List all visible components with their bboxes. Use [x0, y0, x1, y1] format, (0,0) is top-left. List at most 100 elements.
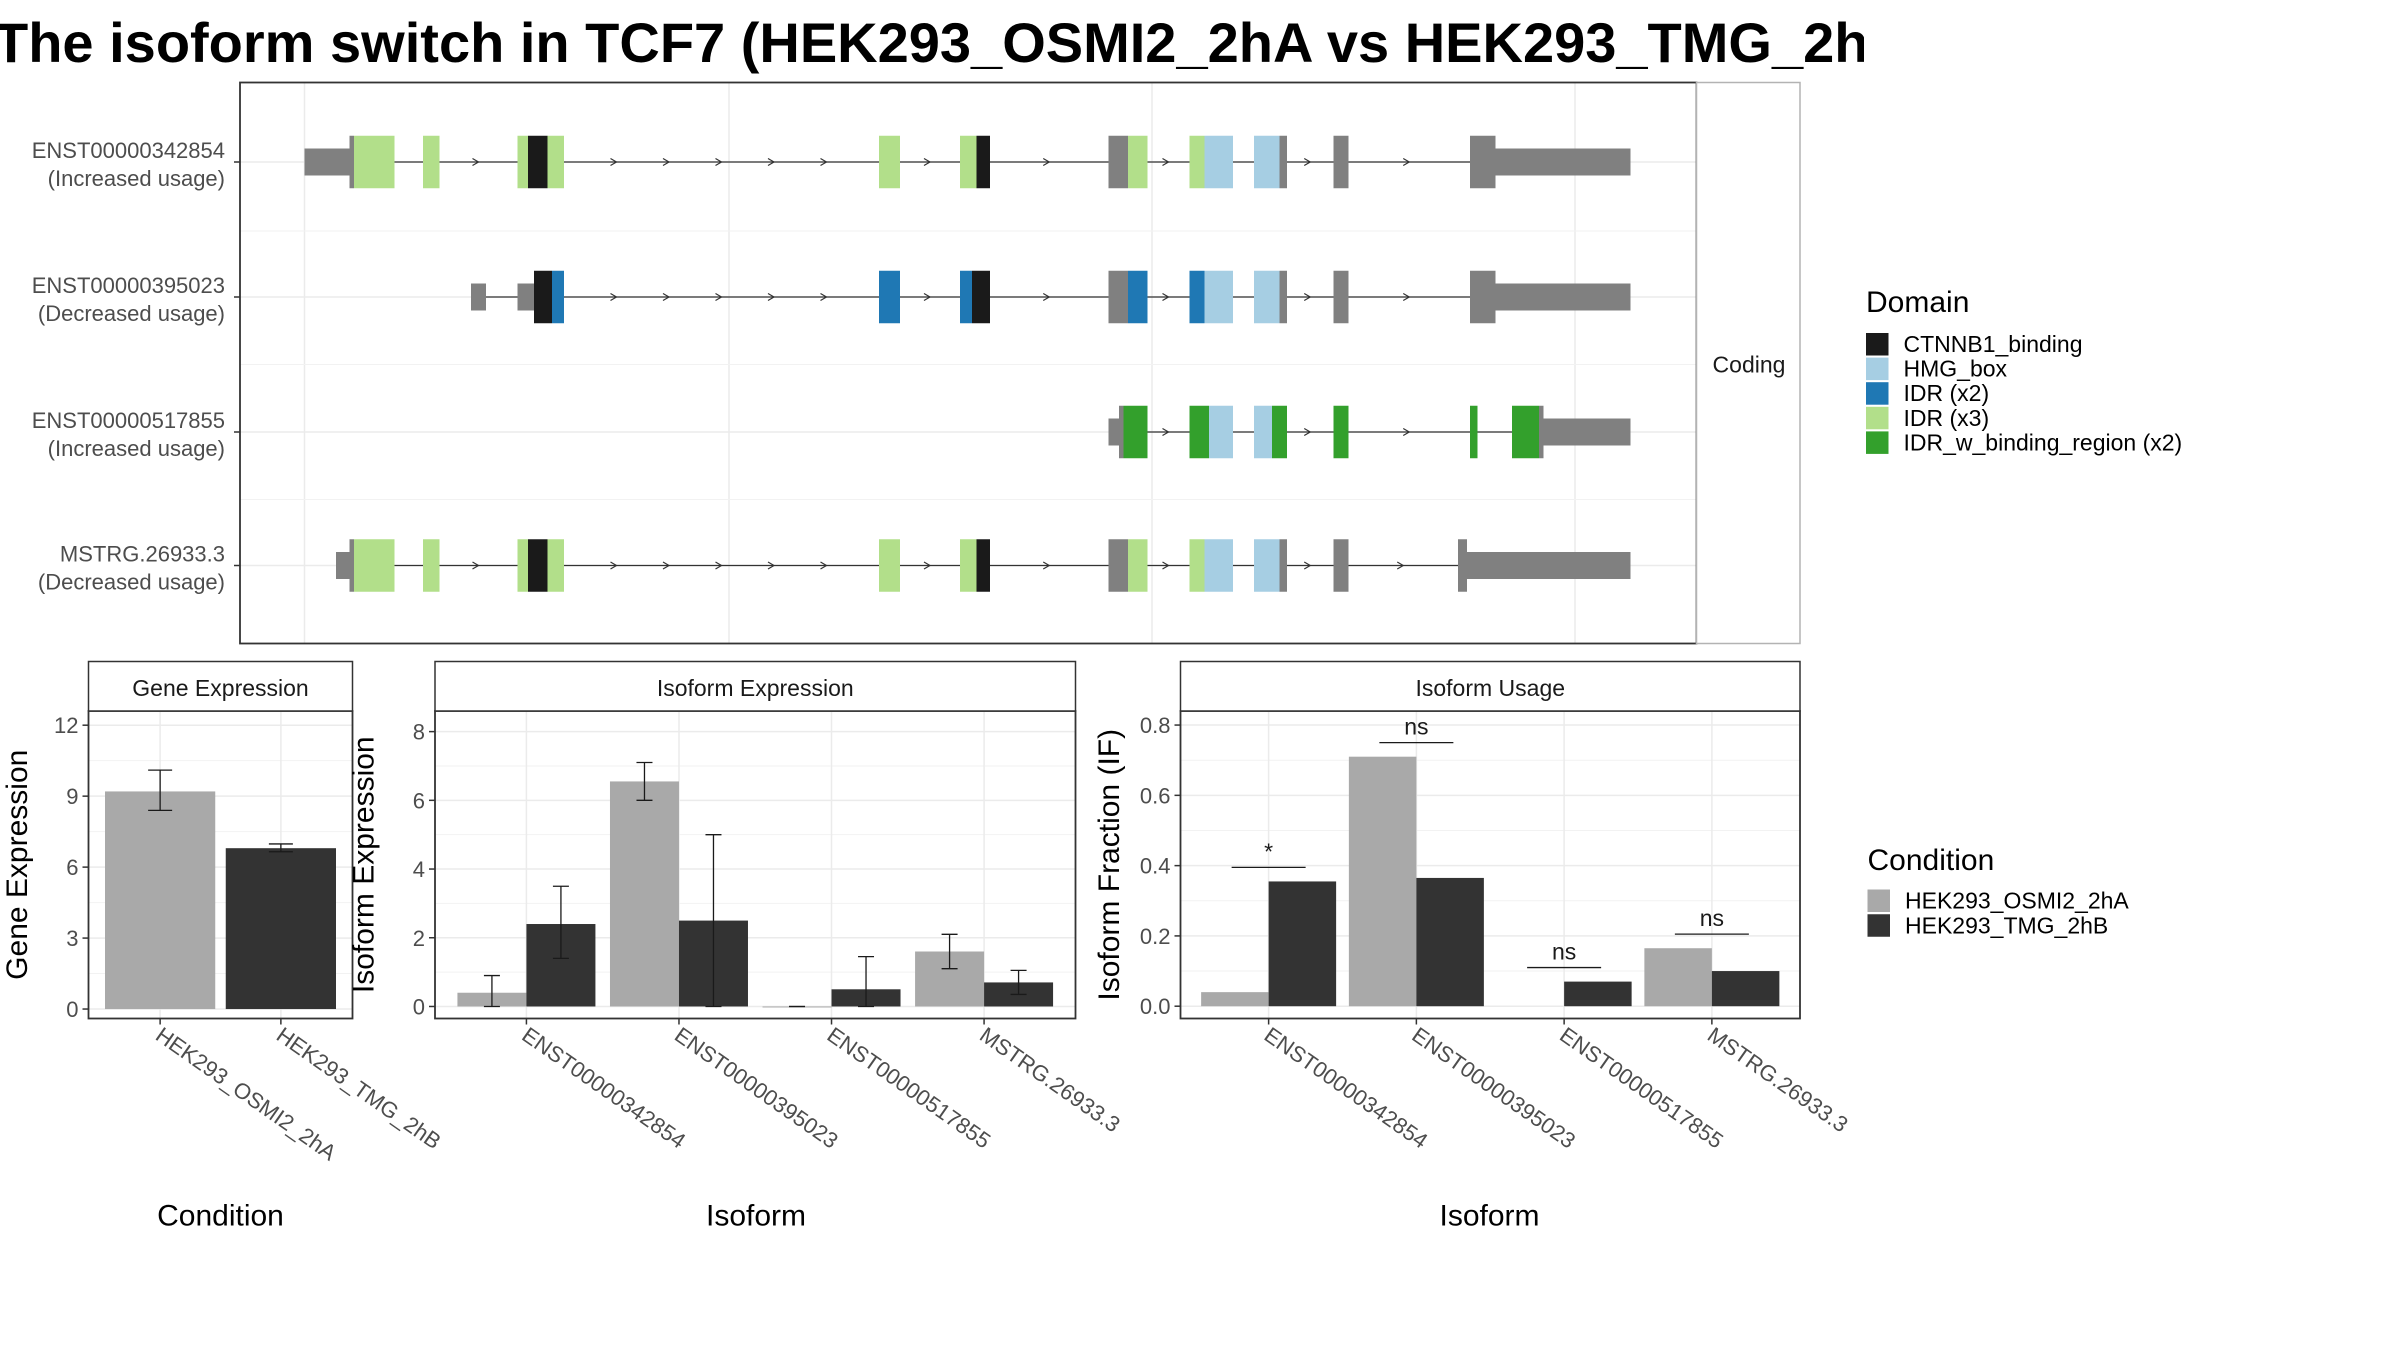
exon-coding	[1470, 135, 1496, 189]
exon-coding	[1333, 135, 1349, 189]
intron-arrow	[1402, 427, 1411, 437]
condition-legend-key	[1867, 914, 1890, 937]
intron-arrow	[610, 292, 618, 302]
isoform-label-usage: (Increased usage)	[48, 436, 225, 461]
y-axis-title: Gene Expression	[1, 750, 34, 980]
bar	[1564, 981, 1632, 1007]
y-tick-label: 12	[54, 713, 78, 738]
exon-utr	[471, 283, 486, 311]
intron-arrow	[923, 157, 932, 167]
y-tick-label: 0	[413, 994, 425, 1019]
intron-arrow	[923, 561, 932, 570]
y-tick-label: 6	[66, 855, 78, 880]
exon-coding	[1108, 539, 1128, 592]
exon-coding	[528, 135, 548, 189]
y-tick-label: 8	[413, 720, 425, 745]
intron-arrow	[767, 157, 776, 167]
domain-legend-label: IDR (x3)	[1904, 405, 1990, 431]
exon-coding	[960, 135, 977, 189]
exon-coding	[1108, 135, 1128, 189]
intron-arrow	[767, 292, 776, 302]
x-axis-title: Isoform	[1439, 1200, 1539, 1233]
isoform-label-name: ENST00000395023	[32, 273, 225, 298]
exon-coding	[1254, 539, 1280, 592]
domain-legend-key	[1866, 431, 1889, 454]
intron-arrow	[472, 157, 480, 167]
x-axis-title: Isoform	[706, 1200, 806, 1233]
domain-legend-label: HMG_box	[1904, 356, 2008, 382]
x-tick-label: ENST00000517855	[823, 1022, 996, 1153]
exon-coding	[354, 539, 395, 592]
domain-legend-key	[1866, 406, 1889, 430]
y-tick-label: 0.4	[1140, 854, 1171, 879]
y-tick-label: 0.6	[1140, 783, 1171, 808]
isoform-structure-panel: ENST00000342854 (Increased usage) ENST0000…	[32, 81, 1801, 645]
x-tick-label: MSTRG.26933.3	[1703, 1022, 1853, 1137]
y-tick-label: 0	[66, 997, 78, 1022]
exon-coding	[879, 135, 900, 189]
exon-coding	[879, 270, 900, 324]
x-tick-label: ENST00000342854	[518, 1022, 691, 1153]
exon-coding	[1458, 539, 1467, 592]
exon-coding	[1204, 135, 1233, 189]
exon-coding	[960, 270, 972, 324]
exon-coding	[1128, 135, 1148, 189]
exon-coding	[1254, 270, 1280, 324]
exon-coding	[423, 539, 440, 592]
intron-arrow	[1402, 157, 1411, 167]
isoform-label-name: ENST00000517855	[32, 408, 225, 433]
exon-coding	[1119, 405, 1124, 459]
y-tick-label: 9	[66, 784, 78, 809]
exon-utr	[517, 283, 534, 311]
exon-coding	[1539, 405, 1544, 459]
y-tick-label: 0.8	[1140, 713, 1171, 738]
y-tick-label: 4	[413, 857, 425, 882]
significance-label: *	[1264, 838, 1273, 864]
y-tick-label: 6	[413, 788, 425, 813]
exon-coding	[1254, 135, 1280, 189]
bar	[1711, 971, 1780, 1007]
exon-coding	[1123, 405, 1148, 459]
exon-coding	[1279, 135, 1287, 189]
exon-coding	[1512, 405, 1539, 459]
y-tick-label: 3	[66, 926, 78, 951]
exon-coding	[1279, 270, 1287, 324]
y-axis-title: Isoform Fraction (IF)	[1093, 729, 1126, 1001]
intron-arrow	[715, 292, 723, 302]
exon-coding	[960, 539, 977, 592]
exon-coding	[349, 135, 354, 189]
bar	[609, 781, 679, 1007]
exon-coding	[1333, 539, 1349, 592]
intron-arrow	[1162, 157, 1170, 167]
exon-coding	[1470, 405, 1478, 459]
condition-legend-label: HEK293_TMG_2hB	[1905, 912, 2108, 938]
domain-legend-key	[1866, 357, 1889, 381]
exon-coding	[1254, 405, 1272, 459]
exon-coding	[349, 539, 354, 592]
exon-coding	[547, 539, 564, 592]
exon-coding	[1189, 539, 1205, 592]
domain-legend-title: Domain	[1866, 286, 1969, 319]
intron-arrow	[923, 292, 932, 302]
bar	[1416, 877, 1484, 1007]
isoform-label-usage: (Decreased usage)	[38, 301, 225, 326]
intron-arrow	[1162, 561, 1170, 570]
facet-label-coding: Coding	[1713, 352, 1786, 378]
facet-strip	[87, 660, 354, 712]
exon-coding	[1189, 405, 1209, 459]
exon-utr	[336, 552, 350, 579]
x-tick-label: ENST00000517855	[1555, 1022, 1728, 1153]
exon-coding	[1128, 270, 1148, 324]
isoform-label-usage: (Decreased usage)	[38, 570, 225, 595]
intron-arrow	[610, 561, 618, 570]
exon-coding	[517, 135, 528, 189]
exon-utr	[1467, 552, 1631, 579]
isoform-label-name: ENST00000342854	[32, 138, 225, 163]
x-tick-label: ENST00000395023	[1408, 1022, 1581, 1153]
intron-arrow	[1042, 292, 1051, 302]
facet-strip	[434, 660, 1077, 712]
y-tick-label: 2	[413, 926, 425, 951]
y-axis-title: Isoform Expression	[348, 736, 381, 993]
